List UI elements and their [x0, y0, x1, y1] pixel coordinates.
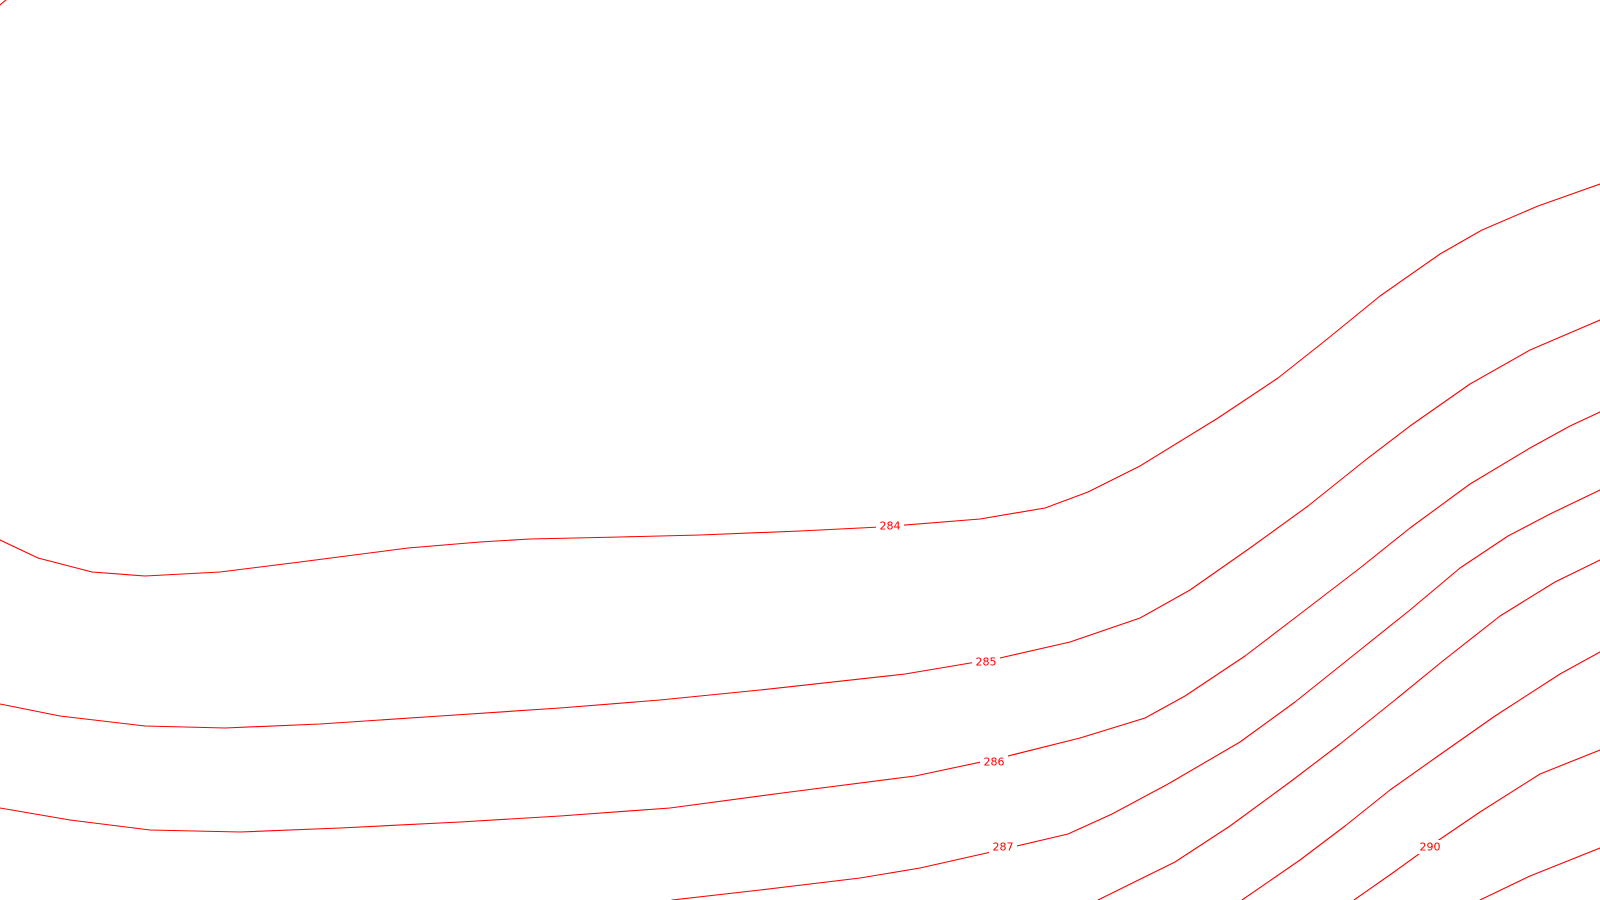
- contour-line-287: [671, 489, 1600, 900]
- contour-line-291: [1479, 847, 1600, 900]
- contour-label-background: [1416, 840, 1444, 854]
- contour-label-287: 287: [993, 841, 1014, 854]
- contour-label-background: [980, 755, 1008, 769]
- contour-label-285: 285: [976, 656, 997, 669]
- contour-label-background: [989, 840, 1017, 854]
- contour-line-290: [1353, 749, 1600, 900]
- contour-label-background: [876, 519, 904, 533]
- contour-label-290: 290: [1420, 841, 1441, 854]
- contour-line-283: [0, 0, 7, 6]
- contour-label-background: [972, 655, 1000, 669]
- contour-line-288: [1097, 559, 1600, 900]
- contour-label-286: 286: [984, 756, 1005, 769]
- contour-line-286: [0, 411, 1600, 833]
- contour-line-289: [1241, 651, 1600, 900]
- contour-labels-group: 284 285 286 287 290: [876, 519, 1444, 854]
- contour-label-284: 284: [880, 520, 901, 533]
